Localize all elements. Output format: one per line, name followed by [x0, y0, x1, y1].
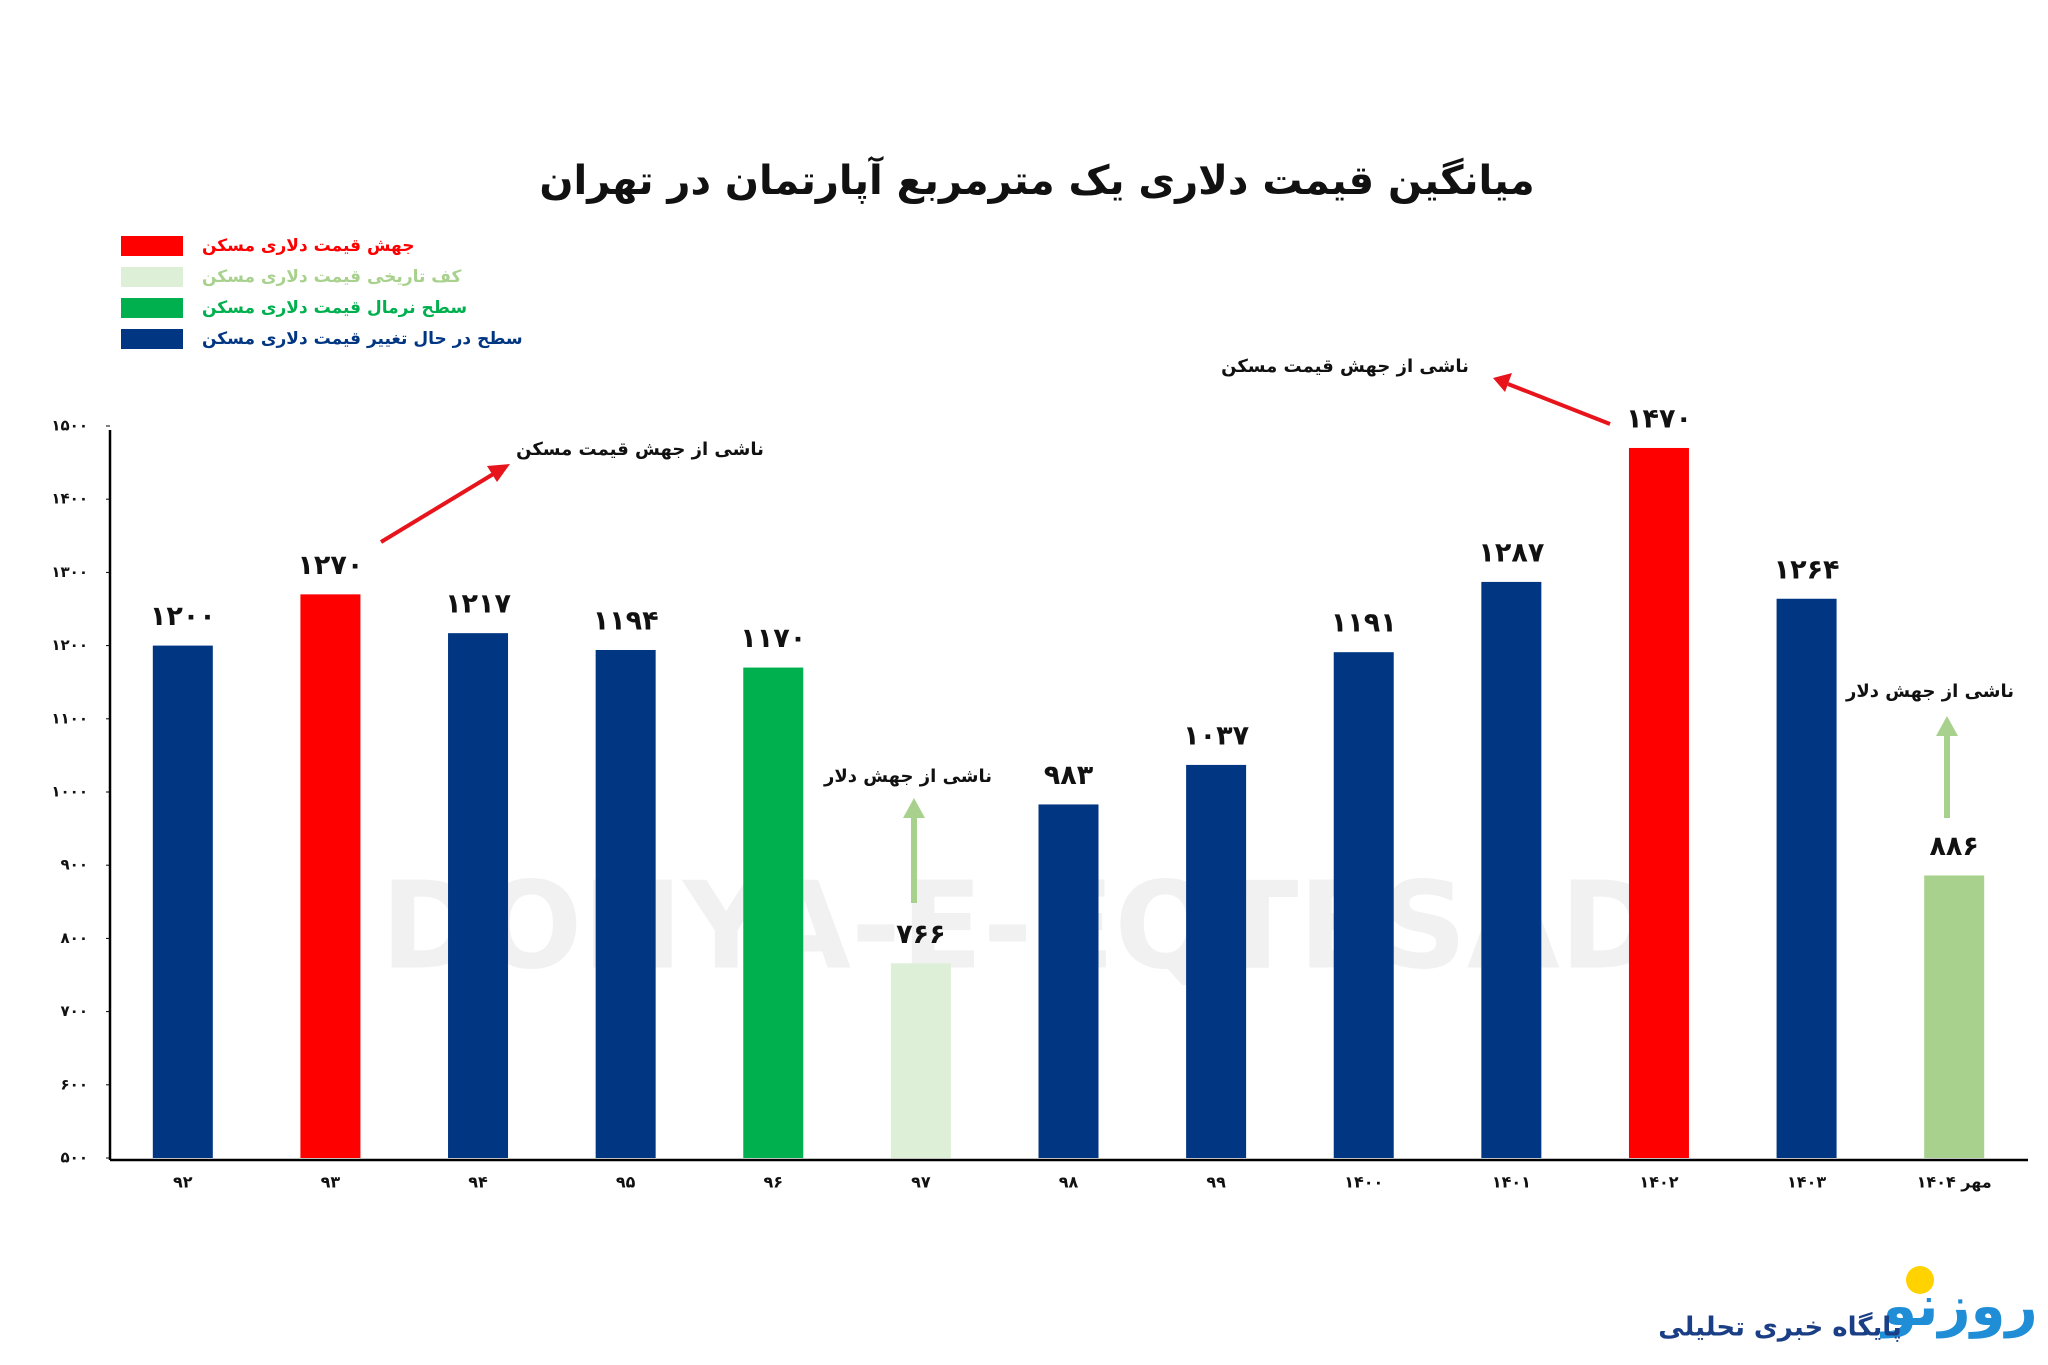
watermark: DONYA-E-EQTESAD [381, 858, 1660, 997]
x-tick-label: ۹۵ [616, 1173, 636, 1192]
x-tick-label: ۹۲ [173, 1173, 193, 1192]
legend-label: کف تاریخی قیمت دلاری مسکن [202, 267, 462, 287]
y-tick-label: ۹۰۰ [61, 856, 88, 874]
bar [1333, 652, 1394, 1158]
bar [595, 649, 656, 1158]
bar [1481, 581, 1542, 1158]
x-tick-label: ۱۴۰۱ [1492, 1173, 1531, 1192]
legend-label: سطح در حال تغییر قیمت دلاری مسکن [202, 329, 523, 349]
value-label: ۱۲۸۷ [1478, 537, 1544, 568]
bar [448, 633, 509, 1158]
legend-swatch [121, 329, 183, 349]
value-label: ۱۰۳۷ [1183, 720, 1249, 751]
y-tick-label: ۱۴۰۰ [51, 490, 88, 508]
x-tick-label: ۹۴ [468, 1173, 488, 1192]
y-tick-label: ۱۲۰۰ [51, 636, 88, 654]
chart-title: میانگین قیمت دلاری یک مترمربع آپارتمان د… [539, 155, 1534, 204]
bar [1924, 875, 1985, 1158]
legend-swatch [121, 267, 183, 287]
value-label: ۱۲۶۴ [1774, 554, 1840, 585]
bar [300, 594, 361, 1158]
y-tick-label: ۶۰۰ [61, 1075, 88, 1093]
arrow-head [1493, 373, 1512, 392]
y-tick-label: ۷۰۰ [61, 1002, 88, 1020]
x-tick-label: ۹۳ [321, 1173, 341, 1192]
y-tick-label: ۱۱۰۰ [51, 709, 88, 727]
legend-swatch [121, 236, 183, 256]
value-label: ۸۸۶ [1929, 831, 1978, 862]
arrow-head [903, 798, 925, 818]
bar [1776, 598, 1837, 1158]
annotation: ناشی از جهش دلار [1845, 681, 2014, 702]
x-tick-label: ۹۷ [911, 1173, 931, 1192]
tagline: پایگاه خبری تحلیلی [1658, 1312, 1902, 1343]
y-tick-label: ۱۳۰۰ [51, 563, 88, 581]
value-label: ۱۱۹۱ [1331, 608, 1397, 639]
value-label: ۱۴۷۰ [1626, 403, 1692, 434]
annotation: ناشی از جهش دلار [823, 766, 992, 787]
x-tick-label: ۱۴۰۳ [1787, 1173, 1826, 1192]
value-label: ۷۶۶ [896, 919, 945, 950]
logo-dot [1906, 1266, 1934, 1294]
arrow [379, 471, 497, 544]
value-label: ۱۲۱۷ [445, 589, 511, 620]
value-label: ۹۸۳ [1044, 760, 1094, 791]
bar [743, 667, 804, 1158]
value-label: ۱۱۷۰ [740, 623, 806, 654]
arrow [1507, 382, 1611, 426]
value-label: ۱۲۷۰ [297, 550, 363, 581]
arrow-head [487, 464, 510, 482]
logo: روزنو [1879, 1274, 2037, 1339]
x-tick-label: ۹۸ [1059, 1173, 1079, 1192]
x-tick-label: ۱۴۰۲ [1639, 1173, 1678, 1192]
bar [1038, 804, 1099, 1158]
x-tick-label: مهر ۱۴۰۴ [1917, 1173, 1992, 1192]
x-tick-label: ۱۴۰۰ [1344, 1173, 1383, 1192]
annotation-arrows [379, 373, 1958, 903]
value-label: ۱۲۰۰ [150, 601, 216, 632]
bar [1186, 764, 1247, 1158]
annotation: ناشی از جهش قیمت مسکن [1221, 356, 1469, 377]
bar [152, 645, 213, 1158]
y-tick-label: ۱۰۰۰ [51, 783, 88, 801]
legend-label: جهش قیمت دلاری مسکن [202, 236, 414, 256]
legend-swatch [121, 298, 183, 318]
bar [1628, 447, 1689, 1159]
legend-label: سطح نرمال قیمت دلاری مسکن [202, 298, 467, 318]
annotation: ناشی از جهش قیمت مسکن [516, 439, 764, 460]
y-tick-label: ۱۵۰۰ [51, 417, 88, 435]
arrow-head [1936, 716, 1958, 736]
x-tick-label: ۹۹ [1206, 1173, 1226, 1192]
x-tick-label: ۹۶ [764, 1173, 784, 1192]
value-label: ۱۱۹۴ [593, 605, 659, 636]
bar [890, 963, 951, 1158]
y-tick-label: ۸۰۰ [61, 929, 88, 947]
y-tick-label: ۵۰۰ [61, 1149, 88, 1167]
